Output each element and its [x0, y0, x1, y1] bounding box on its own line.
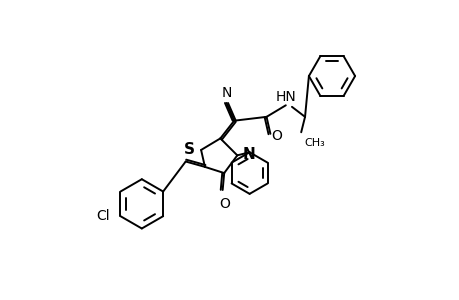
Text: O: O: [218, 197, 229, 211]
Text: HN: HN: [275, 90, 296, 104]
Text: S: S: [184, 142, 195, 157]
Text: Cl: Cl: [96, 209, 109, 223]
Text: O: O: [270, 129, 281, 143]
Text: N: N: [242, 147, 255, 162]
Text: CH₃: CH₃: [303, 138, 325, 148]
Text: N: N: [221, 86, 231, 100]
